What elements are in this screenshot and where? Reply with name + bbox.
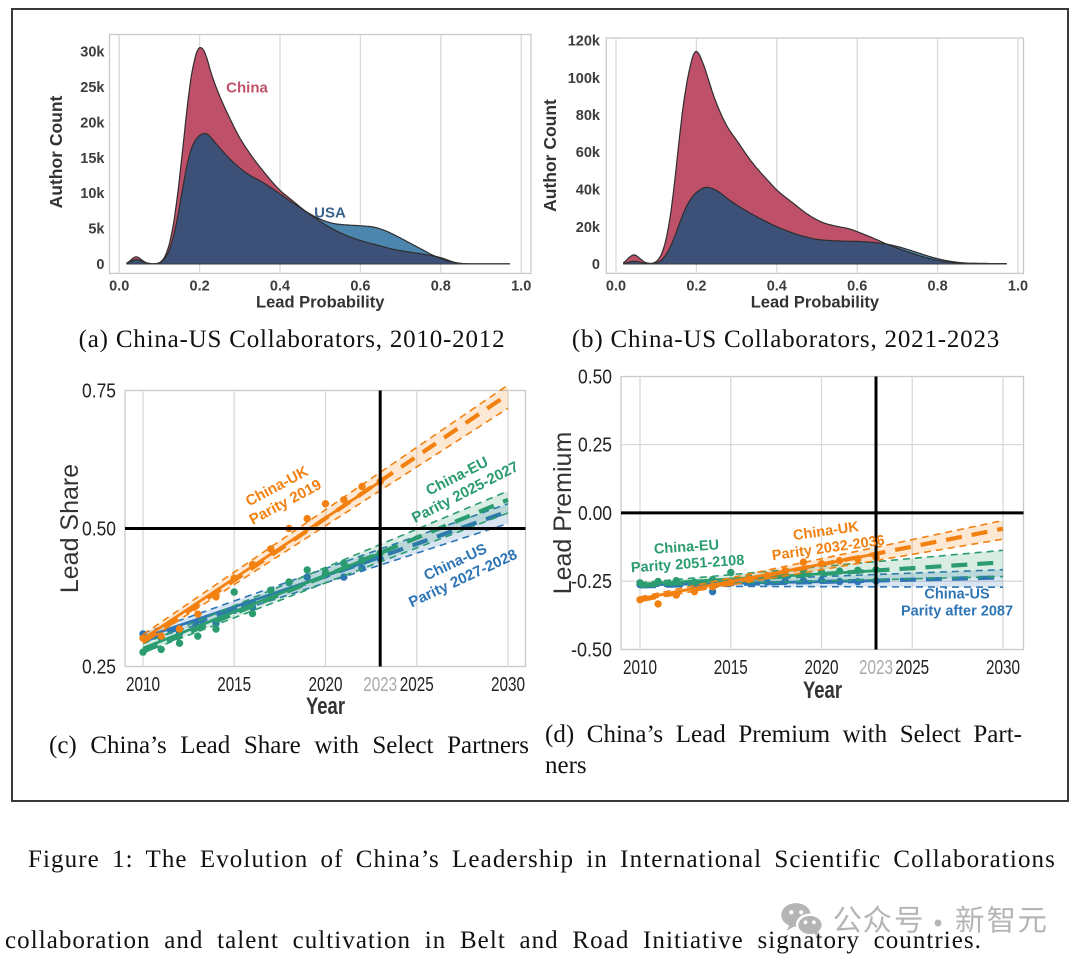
svg-text:Lead Probability: Lead Probability [751,294,880,312]
svg-text:Author Count: Author Count [540,99,560,212]
svg-text:-0.50: -0.50 [571,640,612,662]
svg-text:0.6: 0.6 [847,279,867,295]
svg-text:0.75: 0.75 [82,381,116,403]
svg-text:2020: 2020 [309,674,343,696]
svg-text:20k: 20k [80,115,105,131]
svg-text:1.0: 1.0 [1008,279,1028,295]
svg-text:2015: 2015 [217,674,251,696]
svg-text:Year: Year [306,693,345,720]
svg-text:China-EU: China-EU [653,537,719,558]
svg-text:0.25: 0.25 [578,435,612,457]
svg-text:Author Count: Author Count [46,95,66,208]
svg-text:0.00: 0.00 [578,503,612,525]
svg-text:80k: 80k [576,108,601,124]
svg-text:2030: 2030 [491,674,525,696]
svg-text:10k: 10k [80,186,105,202]
svg-text:30k: 30k [80,45,105,61]
svg-text:Lead Probability: Lead Probability [256,294,385,312]
svg-text:60k: 60k [576,145,601,161]
svg-text:120k: 120k [568,34,601,50]
svg-text:Parity 2051-2108: Parity 2051-2108 [630,553,745,577]
svg-text:1.0: 1.0 [511,279,531,295]
svg-text:0.4: 0.4 [270,279,290,295]
svg-text:25k: 25k [80,80,105,96]
svg-text:2030: 2030 [986,657,1020,679]
svg-text:Lead Share: Lead Share [56,464,84,593]
svg-text:2025: 2025 [895,657,929,679]
svg-text:0: 0 [592,257,600,273]
svg-text:2023: 2023 [859,657,893,679]
svg-text:0.50: 0.50 [578,366,612,388]
svg-text:2023: 2023 [363,674,397,696]
svg-text:40k: 40k [576,183,601,199]
svg-text:0.6: 0.6 [350,279,370,295]
svg-text:15k: 15k [80,151,105,167]
svg-text:0: 0 [96,257,104,273]
svg-text:0.2: 0.2 [686,279,706,295]
svg-text:0.8: 0.8 [431,279,451,295]
svg-text:-0.25: -0.25 [571,571,612,593]
svg-text:0.8: 0.8 [928,279,948,295]
svg-text:2015: 2015 [714,657,748,679]
svg-text:0.0: 0.0 [109,279,129,295]
svg-text:Lead Premium: Lead Premium [549,432,577,595]
svg-text:China: China [226,80,268,97]
svg-text:0.2: 0.2 [190,279,210,295]
svg-text:5k: 5k [88,222,105,238]
svg-text:Year: Year [803,677,842,704]
svg-text:2020: 2020 [805,657,839,679]
svg-text:0.50: 0.50 [82,519,116,541]
svg-text:China-US: China-US [924,587,990,603]
svg-text:20k: 20k [576,220,601,236]
svg-text:2010: 2010 [623,657,657,679]
svg-text:2025: 2025 [400,674,434,696]
svg-text:0.0: 0.0 [606,279,626,295]
svg-text:100k: 100k [568,71,601,87]
svg-text:0.4: 0.4 [767,279,787,295]
svg-text:Parity after 2087: Parity after 2087 [901,604,1013,620]
svg-text:0.25: 0.25 [82,657,116,679]
svg-text:2010: 2010 [126,674,160,696]
svg-text:USA: USA [314,205,346,222]
